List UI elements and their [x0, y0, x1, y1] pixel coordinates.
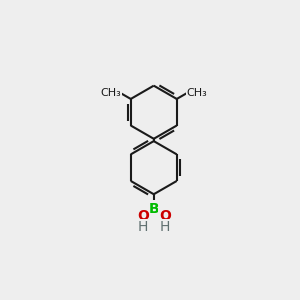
Text: O: O — [159, 209, 171, 223]
Text: H: H — [160, 220, 170, 234]
Text: B: B — [148, 202, 159, 216]
Text: CH₃: CH₃ — [186, 88, 207, 98]
Text: CH₃: CH₃ — [100, 88, 121, 98]
Text: O: O — [137, 209, 149, 223]
Text: H: H — [138, 220, 148, 234]
